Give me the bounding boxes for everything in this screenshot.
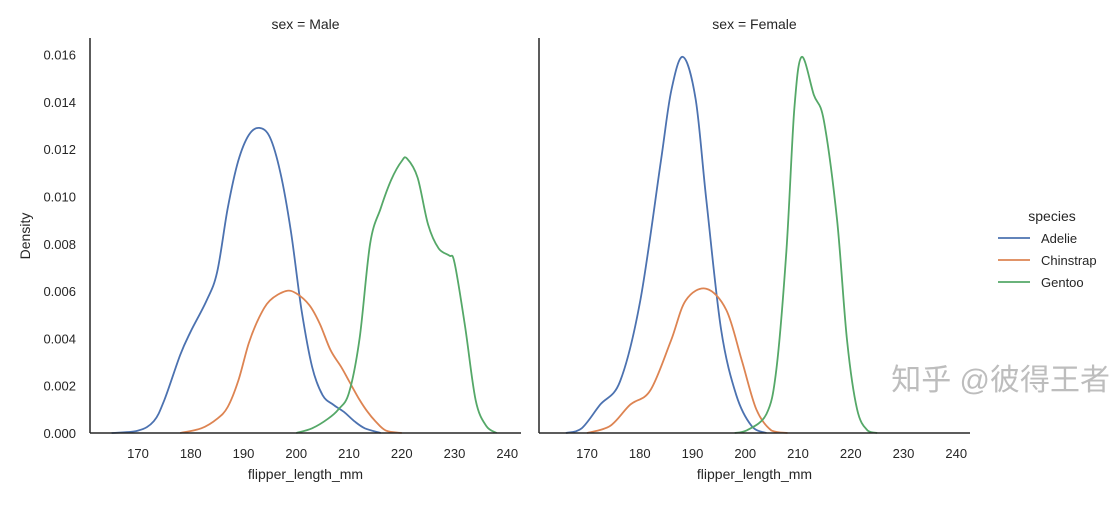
x-tick-label: 170 [127,446,149,461]
y-tick-label: 0.014 [43,95,76,110]
x-tick-label: 220 [840,446,862,461]
x-tick-label: 210 [787,446,809,461]
legend: species Adelie Chinstrap Gentoo [998,208,1097,290]
y-tick-label: 0.002 [43,379,76,394]
y-tick-label: 0.016 [43,48,76,63]
x-axis-label: flipper_length_mm [697,466,812,482]
x-tick-label: 200 [285,446,307,461]
y-tick-label: 0.012 [43,142,76,157]
panel-male: sex = Male 170 180 190 200 210 220 230 240 flippe… [43,16,521,482]
legend-label-adelie: Adelie [1041,231,1077,246]
kde-line-chinstrap [179,289,402,434]
kde-line-chinstrap [586,287,788,434]
x-tick-label: 190 [682,446,704,461]
panel-title: sex = Male [271,16,339,32]
kde-line-adelie [111,126,381,434]
kde-line-adelie [565,56,767,434]
legend-label-gentoo: Gentoo [1041,275,1084,290]
y-tick-label: 0.008 [43,237,76,252]
x-tick-label: 240 [496,446,518,461]
x-tick-label: 180 [180,446,202,461]
y-axis-label: Density [17,213,33,260]
y-tick-label: 0.006 [43,284,76,299]
legend-title: species [1028,208,1075,224]
legend-label-chinstrap: Chinstrap [1041,253,1097,268]
x-tick-label: 200 [734,446,756,461]
panel-female: sex = Female 170 180 190 200 210 220 230 240 flip… [538,16,970,482]
kde-line-gentoo [296,156,498,434]
y-tick-label: 0.000 [43,426,76,441]
x-tick-label: 220 [391,446,413,461]
watermark: 知乎 @彼得王者 [891,364,1110,397]
x-tick-label: 240 [945,446,967,461]
x-tick-label: 170 [576,446,598,461]
x-tick-label: 190 [233,446,255,461]
x-tick-label: 210 [338,446,360,461]
x-axis-label: flipper_length_mm [248,466,363,482]
panel-title: sex = Female [712,16,797,32]
x-tick-label: 230 [893,446,915,461]
y-tick-label: 0.010 [43,189,76,204]
x-tick-label: 180 [629,446,651,461]
kde-line-gentoo [734,55,878,434]
x-tick-label: 230 [444,446,466,461]
y-tick-label: 0.004 [43,331,76,346]
